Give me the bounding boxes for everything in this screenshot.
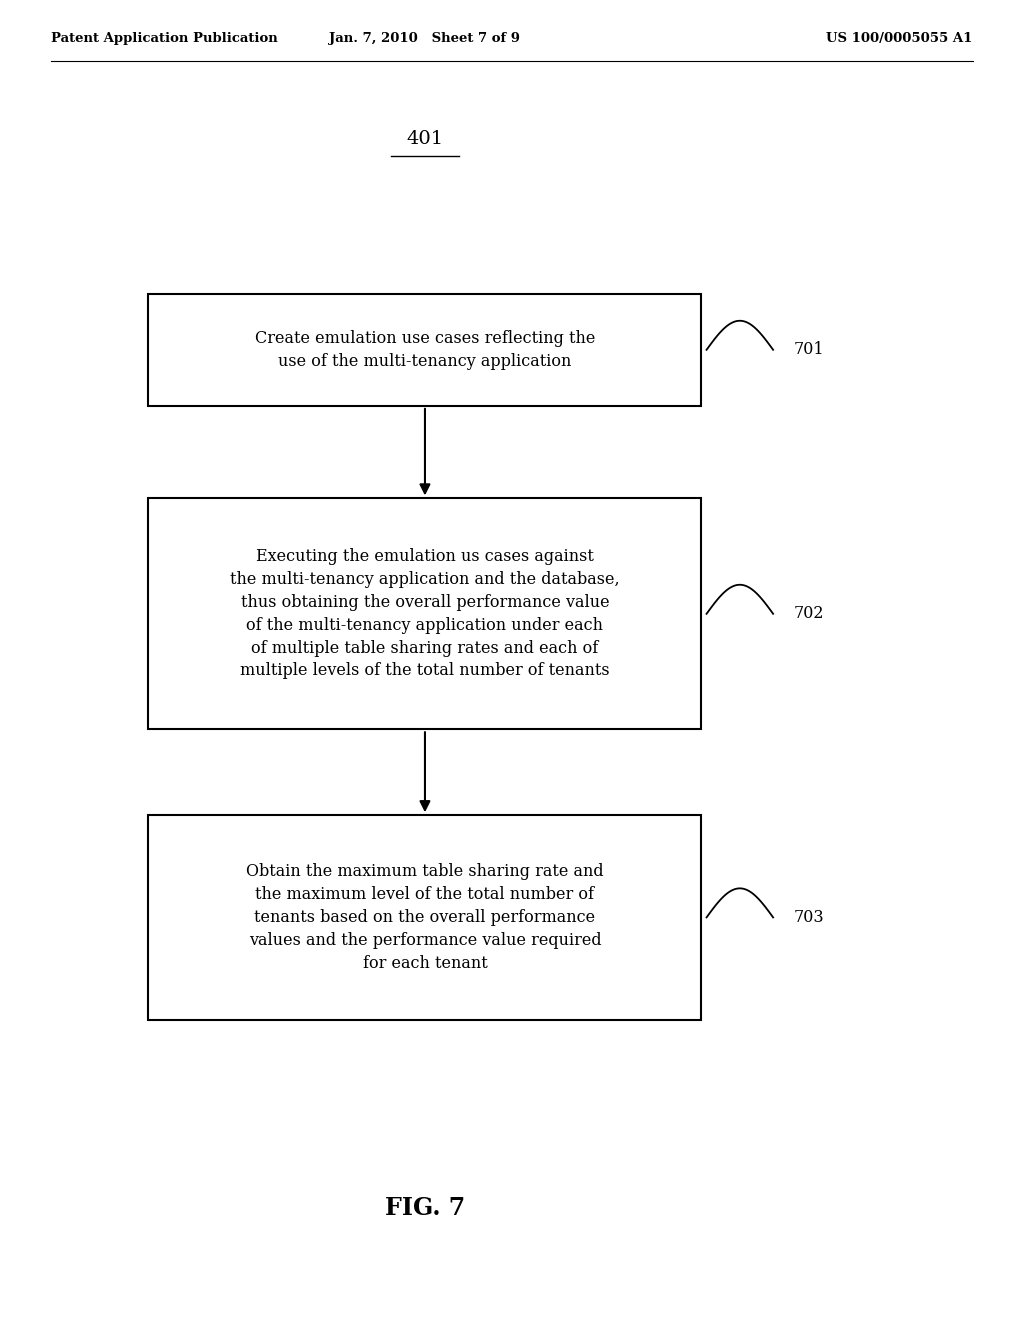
Text: 702: 702 xyxy=(794,606,824,622)
Text: 703: 703 xyxy=(794,909,824,925)
Bar xyxy=(148,816,701,1020)
Text: US 100/0005055 A1: US 100/0005055 A1 xyxy=(826,32,973,45)
Text: Jan. 7, 2010   Sheet 7 of 9: Jan. 7, 2010 Sheet 7 of 9 xyxy=(330,32,520,45)
Text: Executing the emulation us cases against
the multi-tenancy application and the d: Executing the emulation us cases against… xyxy=(230,548,620,680)
Text: Create emulation use cases reflecting the
use of the multi-tenancy application: Create emulation use cases reflecting th… xyxy=(255,330,595,370)
Bar xyxy=(148,294,701,407)
Text: 701: 701 xyxy=(794,342,824,358)
Text: 401: 401 xyxy=(407,129,443,148)
Text: FIG. 7: FIG. 7 xyxy=(385,1196,465,1220)
Text: Patent Application Publication: Patent Application Publication xyxy=(51,32,278,45)
Text: Obtain the maximum table sharing rate and
the maximum level of the total number : Obtain the maximum table sharing rate an… xyxy=(246,863,604,972)
Bar xyxy=(148,498,701,729)
